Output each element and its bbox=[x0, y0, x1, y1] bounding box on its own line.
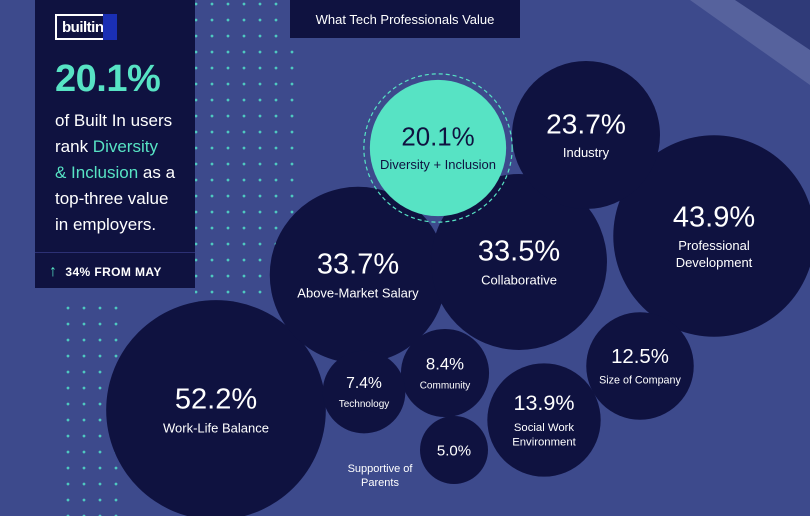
bubble-circle-diversity-inclusion bbox=[369, 79, 507, 217]
headline-line-4: top-three value bbox=[55, 189, 169, 208]
bubble-value-industry: 23.7% bbox=[546, 108, 626, 139]
logo-text: builtin bbox=[62, 18, 104, 36]
bubble-circle-above-market-salary bbox=[269, 186, 447, 364]
bubble-label-above-market-salary: Above-Market Salary bbox=[297, 286, 419, 301]
bubble-circle-technology bbox=[322, 350, 406, 434]
bubble-label-professional-development: Development bbox=[676, 255, 753, 270]
bubble-label-social-work-environment: Social Work bbox=[514, 422, 575, 434]
headline-text: of Built In users rank Diversity & Inclu… bbox=[55, 108, 195, 238]
bubble-industry: 23.7% Industry bbox=[512, 61, 660, 209]
bubble-circle-collaborative bbox=[431, 174, 607, 350]
bubble-label-size-of-company: Size of Company bbox=[599, 374, 681, 386]
bubble-collaborative: 33.5% Collaborative bbox=[431, 174, 607, 350]
bubble-social-work-environment: 13.9% Social Work Environment bbox=[487, 363, 601, 477]
arrow-up-icon: ↑ bbox=[49, 263, 58, 280]
bubble-community: 8.4% Community bbox=[400, 328, 490, 418]
bubble-circle-professional-development bbox=[613, 135, 810, 337]
headline-percentage: 20.1% bbox=[55, 58, 161, 100]
bubble-above-market-salary: 33.7% Above-Market Salary bbox=[269, 186, 447, 364]
bubble-professional-development: 43.9% Professional Development bbox=[613, 135, 810, 337]
builtin-logo: builtin bbox=[55, 14, 117, 40]
divider bbox=[35, 252, 195, 253]
bubble-circle-size-of-company bbox=[586, 312, 694, 420]
bubble-value-size-of-company: 12.5% bbox=[611, 346, 669, 368]
headline-line-2-prefix: rank bbox=[55, 137, 93, 156]
highlight-inclusion: & Inclusion bbox=[55, 163, 139, 182]
highlight-ring bbox=[363, 73, 513, 223]
bubble-value-diversity-inclusion: 20.1% bbox=[401, 124, 474, 152]
bubble-label-community: Community bbox=[420, 380, 471, 391]
bubble-size-of-company: 12.5% Size of Company bbox=[586, 312, 694, 420]
trend-indicator: ↑ 34% FROM MAY bbox=[49, 263, 162, 281]
bubble-label-industry: Industry bbox=[563, 145, 610, 160]
trend-text: 34% FROM MAY bbox=[65, 265, 162, 279]
bubble-label-supportive-of-parents: Parents bbox=[361, 477, 399, 489]
headline-line-5: in employers. bbox=[55, 215, 157, 234]
bubble-work-life-balance: 52.2% Work-Life Balance bbox=[106, 300, 326, 516]
bubble-label-collaborative: Collaborative bbox=[481, 273, 557, 288]
bubble-value-collaborative: 33.5% bbox=[478, 236, 560, 268]
bubble-value-professional-development: 43.9% bbox=[673, 201, 755, 233]
bubble-circle-work-life-balance bbox=[106, 300, 326, 516]
bubble-value-supportive-of-parents: 5.0% bbox=[437, 442, 471, 459]
bubble-circle-social-work-environment bbox=[487, 363, 601, 477]
bubble-value-community: 8.4% bbox=[426, 354, 464, 373]
bubble-diversity-inclusion: 20.1% Diversity + Inclusion bbox=[363, 73, 513, 223]
bubble-technology: 7.4% Technology bbox=[322, 350, 406, 434]
bubble-value-social-work-environment: 13.9% bbox=[513, 391, 574, 415]
bubble-supportive-of-parents: 5.0% Supportive of Parents bbox=[348, 416, 488, 489]
logo-accent bbox=[103, 14, 117, 40]
bubble-circle-community bbox=[400, 328, 490, 418]
corner-stripe-dark bbox=[735, 0, 810, 50]
bubble-label-diversity-inclusion: Diversity + Inclusion bbox=[380, 157, 496, 172]
headline-line-3-suffix: as a bbox=[138, 163, 176, 182]
highlight-diversity: Diversity bbox=[92, 137, 158, 156]
bubble-label-social-work-environment: Environment bbox=[512, 437, 576, 449]
headline-line-1: of Built In users bbox=[55, 111, 173, 130]
bubble-value-technology: 7.4% bbox=[346, 375, 382, 392]
bubble-label-supportive-of-parents: Supportive of bbox=[348, 463, 414, 475]
bubble-label-technology: Technology bbox=[339, 399, 390, 410]
bubble-label-professional-development: Professional bbox=[678, 238, 750, 253]
bubble-label-work-life-balance: Work-Life Balance bbox=[163, 421, 269, 436]
chart-title: What Tech Professionals Value bbox=[290, 0, 520, 38]
summary-panel: builtin 20.1% of Built In users rank Div… bbox=[35, 0, 195, 288]
bubble-value-above-market-salary: 33.7% bbox=[317, 249, 399, 281]
bubble-circle-industry bbox=[512, 61, 660, 209]
bubble-value-work-life-balance: 52.2% bbox=[175, 384, 257, 416]
bubble-circle-supportive-of-parents bbox=[420, 416, 488, 484]
